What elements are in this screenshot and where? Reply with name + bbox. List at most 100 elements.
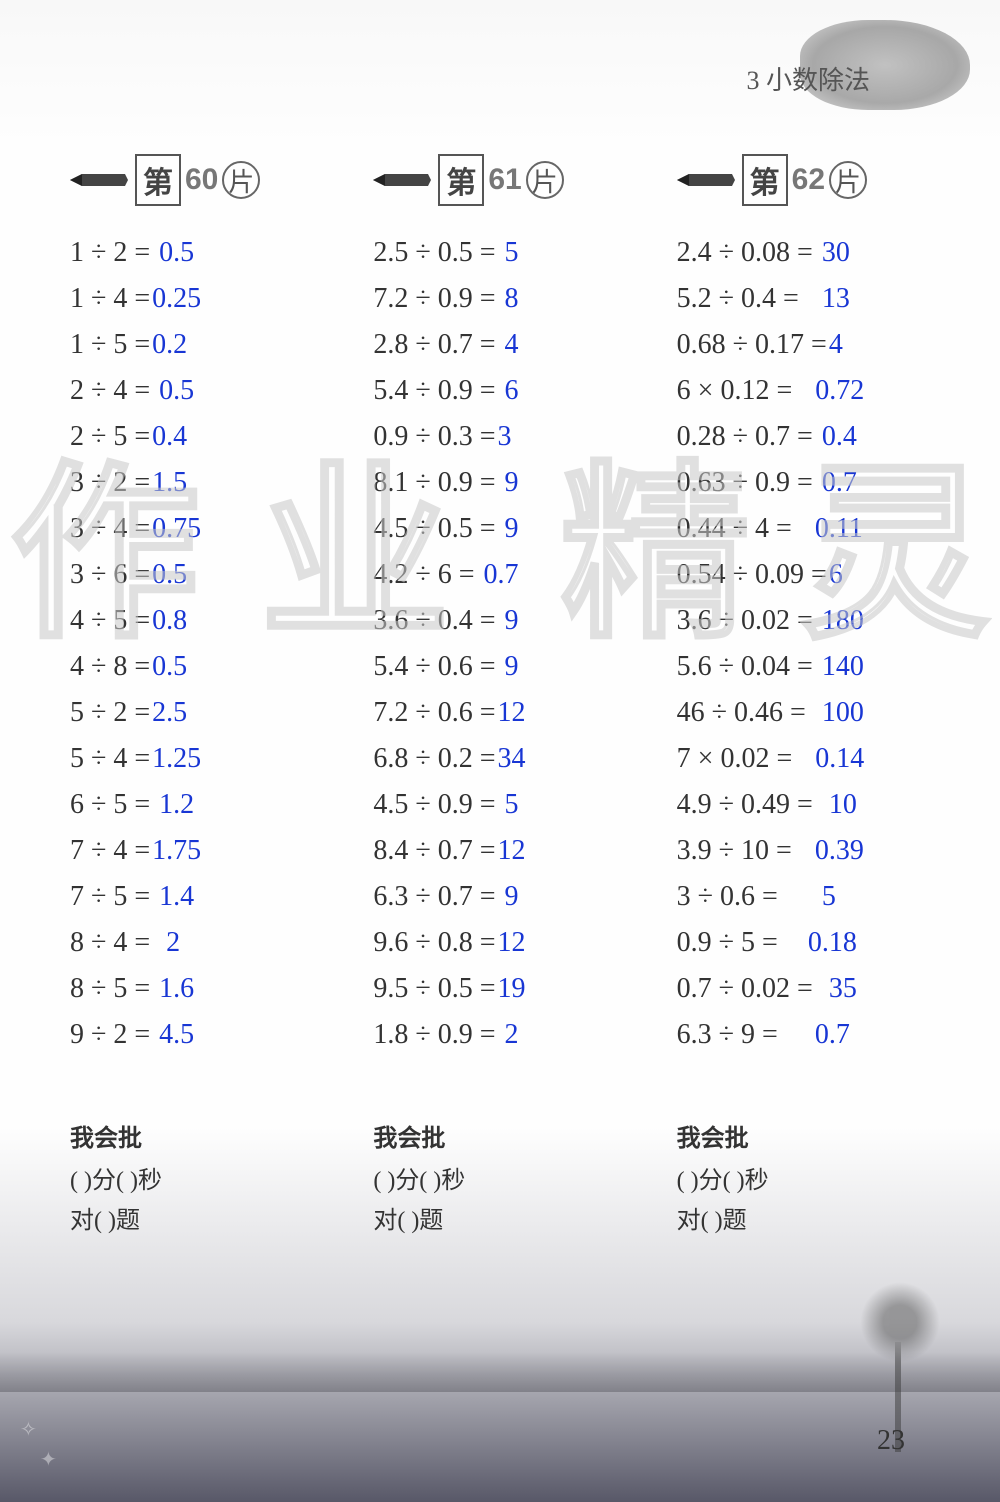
problem-text: 3.9 ÷ 10 = [677,828,813,874]
problem-text: 3 ÷ 0.6 = [677,874,820,920]
answer-text: 0.7 [815,1012,850,1058]
problem-text: 6.3 ÷ 9 = [677,1012,813,1058]
answer-text: 0.72 [815,368,864,414]
answer-text: 1.4 [159,874,194,920]
answer-text: 0.5 [152,552,187,598]
header-prefix: 第 [135,154,181,206]
answer-text: 0.75 [152,506,201,552]
answer-text: 0.11 [815,506,863,552]
problem-text: 8.4 ÷ 0.7 = [373,828,495,874]
problem-text: 3 ÷ 6 = [70,552,150,598]
problem-row: 8 ÷ 4 = 2 [70,920,343,966]
problem-row: 9 ÷ 2 = 4.5 [70,1012,343,1058]
answer-text: 12 [498,690,526,736]
problem-text: 0.9 ÷ 0.3 = [373,414,495,460]
problem-text: 3.6 ÷ 0.4 = [373,598,502,644]
column-1: 第61片2.5 ÷ 0.5 = 57.2 ÷ 0.9 = 82.8 ÷ 0.7 … [373,150,646,1058]
problem-row: 6.3 ÷ 0.7 = 9 [373,874,646,920]
pencil-icon [373,170,433,190]
problem-row: 0.68 ÷ 0.17 =4 [677,322,950,368]
header-number: 61 [488,163,521,197]
footer-score-line: 对( )题 [677,1201,950,1241]
answer-text: 0.8 [152,598,187,644]
problem-row: 3 ÷ 0.6 = 5 [677,874,950,920]
problem-row: 9.5 ÷ 0.5 =19 [373,966,646,1012]
answer-text: 3 [498,414,512,460]
problem-row: 0.9 ÷ 5 = 0.18 [677,920,950,966]
problem-text: 7 ÷ 5 = [70,874,157,920]
problem-row: 5.2 ÷ 0.4 = 13 [677,276,950,322]
problem-text: 1 ÷ 2 = [70,230,157,276]
problem-row: 4.5 ÷ 0.9 = 5 [373,782,646,828]
problem-text: 4.9 ÷ 0.49 = [677,782,827,828]
answer-text: 0.25 [152,276,201,322]
problem-row: 3 ÷ 4 =0.75 [70,506,343,552]
problem-row: 4 ÷ 5 =0.8 [70,598,343,644]
answer-text: 0.5 [159,230,194,276]
problem-row: 5.4 ÷ 0.9 = 6 [373,368,646,414]
star-decoration: ✧ [20,1417,37,1442]
footer-title: 我会批 [677,1118,950,1153]
answer-text: 0.2 [152,322,187,368]
footer-time-line: ( )分( )秒 [677,1161,950,1201]
column-header: 第60片 [70,150,343,210]
problem-text: 8.1 ÷ 0.9 = [373,460,502,506]
problem-text: 0.54 ÷ 0.09 = [677,552,827,598]
answer-text: 5 [822,874,836,920]
answer-text: 9 [505,460,519,506]
problem-row: 46 ÷ 0.46 = 100 [677,690,950,736]
problem-row: 1 ÷ 2 = 0.5 [70,230,343,276]
problem-text: 0.44 ÷ 4 = [677,506,813,552]
problem-text: 9.5 ÷ 0.5 = [373,966,495,1012]
answer-text: 0.4 [822,414,857,460]
footer-score-line: 对( )题 [373,1201,646,1241]
problem-text: 46 ÷ 0.46 = [677,690,820,736]
problem-text: 2 ÷ 5 = [70,414,150,460]
problem-text: 5.6 ÷ 0.04 = [677,644,820,690]
pencil-icon [70,170,130,190]
answer-text: 1.6 [159,966,194,1012]
answer-text: 0.14 [815,736,864,782]
problem-row: 6 ÷ 5 = 1.2 [70,782,343,828]
problem-text: 2 ÷ 4 = [70,368,157,414]
problem-row: 3 ÷ 2 =1.5 [70,460,343,506]
problem-text: 4 ÷ 5 = [70,598,150,644]
problem-text: 1 ÷ 5 = [70,322,150,368]
answer-text: 1.25 [152,736,201,782]
answer-text: 13 [822,276,850,322]
problem-text: 9 ÷ 2 = [70,1012,157,1058]
star-decoration: ✦ [40,1447,57,1472]
problem-row: 0.63 ÷ 0.9 = 0.7 [677,460,950,506]
problem-text: 0.9 ÷ 5 = [677,920,806,966]
problem-text: 5.4 ÷ 0.9 = [373,368,502,414]
answer-text: 10 [829,782,857,828]
problem-text: 7 × 0.02 = [677,736,814,782]
problem-row: 5.6 ÷ 0.04 = 140 [677,644,950,690]
answer-text: 5 [505,230,519,276]
answer-text: 0.5 [152,644,187,690]
problem-row: 7.2 ÷ 0.9 = 8 [373,276,646,322]
problem-row: 3.6 ÷ 0.02 = 180 [677,598,950,644]
problem-text: 6 ÷ 5 = [70,782,157,828]
problem-row: 5.4 ÷ 0.6 = 9 [373,644,646,690]
problem-row: 5 ÷ 4 =1.25 [70,736,343,782]
problem-text: 0.7 ÷ 0.02 = [677,966,827,1012]
answer-text: 2 [166,920,180,966]
footer-title: 我会批 [373,1118,646,1153]
problem-row: 0.7 ÷ 0.02 = 35 [677,966,950,1012]
problem-text: 6.8 ÷ 0.2 = [373,736,495,782]
problem-row: 7 × 0.02 = 0.14 [677,736,950,782]
answer-text: 6 [829,552,843,598]
footer-title: 我会批 [70,1118,343,1153]
problem-row: 0.44 ÷ 4 = 0.11 [677,506,950,552]
problem-text: 6 × 0.12 = [677,368,814,414]
problem-text: 5 ÷ 2 = [70,690,150,736]
footer-row: 我会批( )分( )秒对( )题我会批( )分( )秒对( )题我会批( )分(… [0,1058,1000,1241]
problem-text: 5.4 ÷ 0.6 = [373,644,502,690]
header-prefix: 第 [742,154,788,206]
problem-row: 4 ÷ 8 =0.5 [70,644,343,690]
header-number: 60 [185,163,218,197]
problem-text: 1 ÷ 4 = [70,276,150,322]
answer-text: 1.75 [152,828,201,874]
footer-score-line: 对( )题 [70,1201,343,1241]
